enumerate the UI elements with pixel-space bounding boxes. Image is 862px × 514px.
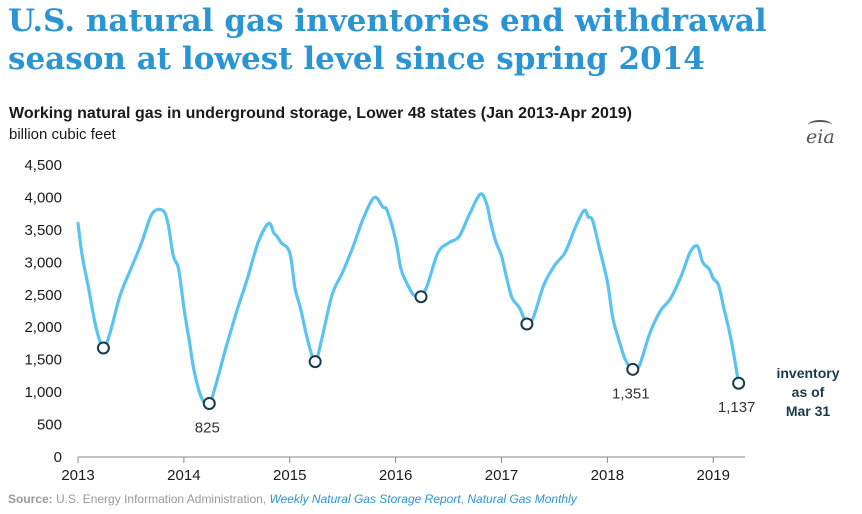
chart-title: Working natural gas in underground stora… <box>9 105 632 122</box>
y-axis: 0 500 1,000 1,500 2,000 2,500 3,000 3,500 4,000 4… <box>24 157 62 466</box>
eia-logo: eia <box>806 126 835 148</box>
source-label: Source: <box>8 492 53 506</box>
inventory-annotation-line: Mar 31 <box>786 403 831 419</box>
y-tick-label: 500 <box>37 417 62 434</box>
y-tick-label: 1,000 <box>24 384 62 401</box>
x-tick-label: 2017 <box>485 467 518 484</box>
x-axis: 2013 2014 2015 2016 2017 2018 2019 <box>61 456 745 484</box>
y-tick-label: 0 <box>54 449 62 466</box>
data-point-marker <box>520 317 534 331</box>
source-report-monthly: Natural Gas Monthly <box>467 492 577 506</box>
source-agency: U.S. Energy Information Administration, <box>56 492 267 506</box>
x-tick-label: 2019 <box>697 467 730 484</box>
x-tick-label: 2018 <box>591 467 624 484</box>
headline: U.S. natural gas inventories end withdra… <box>8 3 767 77</box>
y-tick-label: 3,000 <box>24 254 62 271</box>
data-label: 1,351 <box>612 385 650 402</box>
eia-logo-arc-icon <box>808 120 832 130</box>
y-tick-label: 2,500 <box>24 287 62 304</box>
annotation-group: inventory as of Mar 31 <box>776 365 839 419</box>
inventory-annotation-line: as of <box>792 384 825 400</box>
y-tick-label: 1,500 <box>24 352 62 369</box>
data-point-marker <box>308 355 322 369</box>
source-report-weekly: Weekly Natural Gas Storage Report <box>269 492 461 506</box>
series-line <box>76 192 741 406</box>
y-tick-label: 2,000 <box>24 319 62 336</box>
data-point-marker <box>626 362 640 376</box>
y-tick-label: 3,500 <box>24 222 62 239</box>
y-axis-unit-label: billion cubic feet <box>9 126 116 143</box>
data-point-marker <box>96 341 110 355</box>
x-tick-label: 2015 <box>273 467 306 484</box>
x-tick-label: 2016 <box>379 467 412 484</box>
y-tick-label: 4,000 <box>24 189 62 206</box>
marker-group: 825 1,351 1,137 <box>96 290 756 436</box>
source-separator: , <box>460 492 465 506</box>
x-tick-label: 2014 <box>167 467 200 484</box>
source-note: Source: U.S. Energy Information Administ… <box>8 492 577 506</box>
y-tick-label: 4,500 <box>24 157 62 174</box>
data-label: 1,137 <box>718 399 756 416</box>
x-tick-label: 2013 <box>61 467 94 484</box>
data-point-marker <box>202 396 216 410</box>
data-point-marker <box>414 290 428 304</box>
series-group <box>76 192 741 406</box>
data-point-marker <box>732 376 746 390</box>
data-label: 825 <box>195 419 220 436</box>
inventory-annotation-line: inventory <box>776 365 839 381</box>
